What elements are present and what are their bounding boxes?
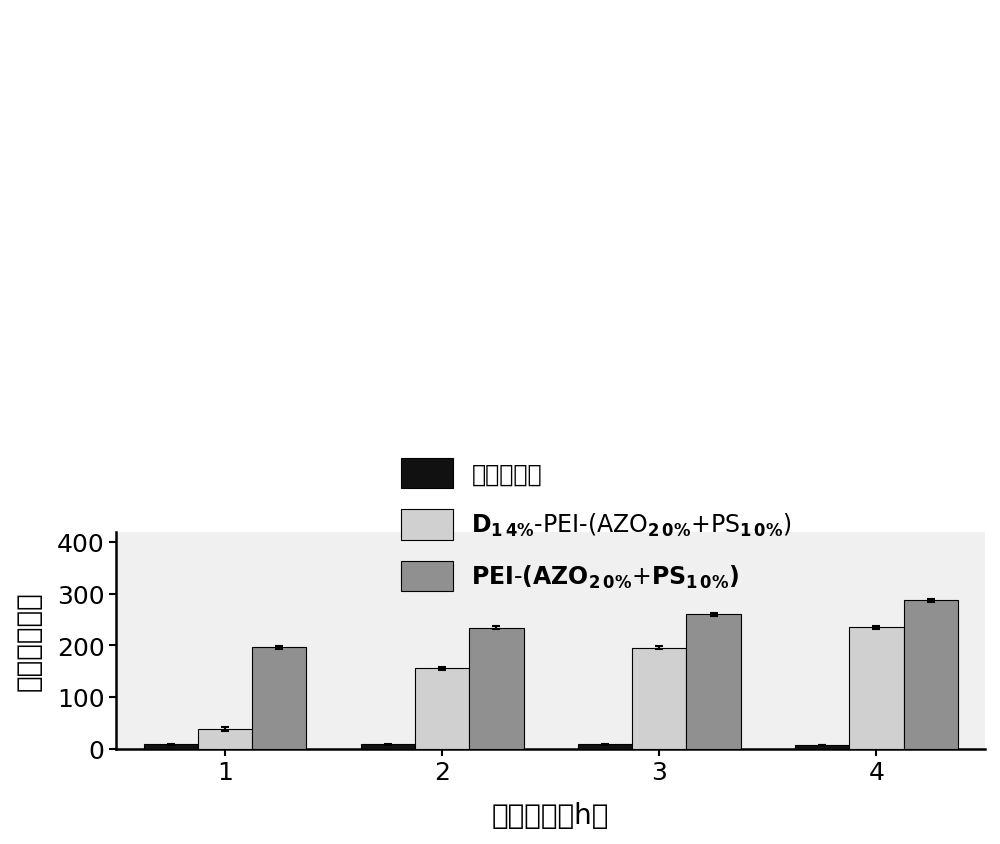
Bar (415, 668, 469, 749)
X-axis label: 孵育时间（h）: 孵育时间（h） (492, 801, 609, 829)
Bar (252, 647, 306, 749)
Bar (578, 744, 632, 749)
Bar (198, 729, 252, 749)
Bar (849, 627, 904, 749)
Bar (795, 745, 849, 749)
Legend: 生理盐水组, $\mathbf{D_{1\,4\%}}$-PEI-(AZO$_{\mathbf{2\,0\%}}$+PS$_{\mathbf{1\,0\%}}$: 生理盐水组, $\mathbf{D_{1\,4\%}}$-PEI-(AZO$_{… (389, 446, 804, 603)
Bar (361, 744, 415, 749)
Bar (469, 628, 524, 749)
Bar (144, 744, 198, 749)
Bar (686, 614, 741, 749)
Bar (632, 648, 686, 749)
Bar (904, 601, 958, 749)
Y-axis label: 平均荧光强度: 平均荧光强度 (15, 591, 43, 690)
